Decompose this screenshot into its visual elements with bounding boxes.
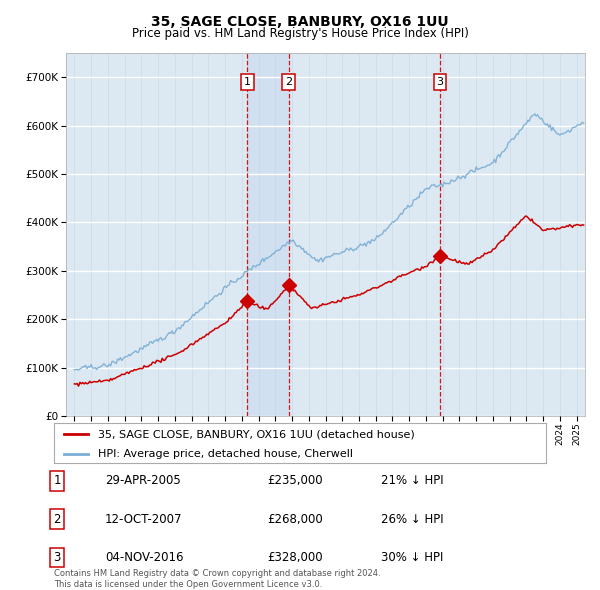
Text: 3: 3 xyxy=(53,551,61,564)
Text: 3: 3 xyxy=(437,77,443,87)
Bar xyxy=(247,53,289,416)
Text: 2: 2 xyxy=(285,77,292,87)
Text: Price paid vs. HM Land Registry's House Price Index (HPI): Price paid vs. HM Land Registry's House … xyxy=(131,27,469,40)
Text: 1: 1 xyxy=(244,77,251,87)
Text: 29-APR-2005: 29-APR-2005 xyxy=(105,474,181,487)
Text: 12-OCT-2007: 12-OCT-2007 xyxy=(105,513,182,526)
Text: £328,000: £328,000 xyxy=(267,551,323,564)
Text: 30% ↓ HPI: 30% ↓ HPI xyxy=(381,551,443,564)
Text: £235,000: £235,000 xyxy=(267,474,323,487)
Text: 35, SAGE CLOSE, BANBURY, OX16 1UU: 35, SAGE CLOSE, BANBURY, OX16 1UU xyxy=(151,15,449,29)
Text: 04-NOV-2016: 04-NOV-2016 xyxy=(105,551,184,564)
Text: 21% ↓ HPI: 21% ↓ HPI xyxy=(381,474,443,487)
Text: Contains HM Land Registry data © Crown copyright and database right 2024.: Contains HM Land Registry data © Crown c… xyxy=(54,569,380,578)
Text: 2: 2 xyxy=(53,513,61,526)
Text: 1: 1 xyxy=(53,474,61,487)
Text: £268,000: £268,000 xyxy=(267,513,323,526)
Text: 26% ↓ HPI: 26% ↓ HPI xyxy=(381,513,443,526)
Text: HPI: Average price, detached house, Cherwell: HPI: Average price, detached house, Cher… xyxy=(98,450,353,460)
Text: 35, SAGE CLOSE, BANBURY, OX16 1UU (detached house): 35, SAGE CLOSE, BANBURY, OX16 1UU (detac… xyxy=(98,430,415,440)
Text: This data is licensed under the Open Government Licence v3.0.: This data is licensed under the Open Gov… xyxy=(54,579,322,589)
